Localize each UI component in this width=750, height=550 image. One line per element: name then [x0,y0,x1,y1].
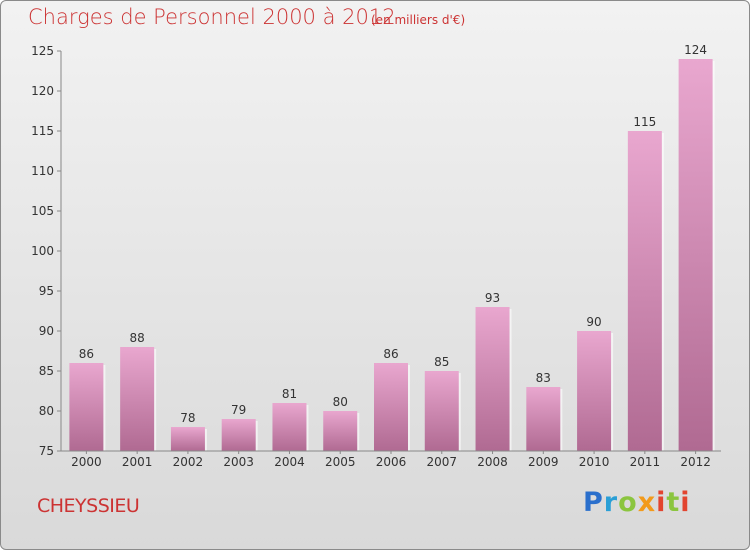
bar [170,427,205,451]
x-tick-label: 2004 [274,455,305,469]
x-tick-label: 2007 [426,455,457,469]
bar-value-label: 115 [633,115,656,129]
chart-title: Charges de Personnel 2000 à 2012 [28,5,396,29]
bar-value-label: 90 [586,315,601,329]
x-tick-label: 2011 [630,455,661,469]
bar [627,131,662,451]
chart-subtitle: (en milliers d'€) [371,13,466,27]
bar-value-label: 86 [383,347,398,361]
y-tick-label: 105 [31,204,54,218]
bar-value-label: 86 [79,347,94,361]
bar [69,363,104,451]
y-tick-label: 80 [39,404,54,418]
x-tick-label: 2005 [325,455,356,469]
bar-value-label: 79 [231,403,246,417]
bar-value-label: 80 [333,395,348,409]
bar [323,411,358,451]
bar-value-label: 93 [485,291,500,305]
x-tick-label: 2009 [528,455,559,469]
x-tick-label: 2003 [223,455,254,469]
x-tick-label: 2008 [477,455,508,469]
bar [120,347,155,451]
y-tick-label: 95 [39,284,54,298]
proxiti-logo[interactable]: Proxiti [583,487,691,518]
bar [577,331,612,451]
y-tick-label: 115 [31,124,54,138]
bar-value-label: 85 [434,355,449,369]
y-tick-label: 110 [31,164,54,178]
bar [374,363,408,451]
bar-value-label: 88 [130,331,145,345]
x-tick-label: 2001 [122,455,153,469]
y-tick-label: 85 [39,364,54,378]
bar-value-label: 83 [536,371,551,385]
bar [424,371,459,451]
x-tick-label: 2002 [173,455,204,469]
bar-value-label: 81 [282,387,297,401]
y-tick-label: 120 [31,84,54,98]
x-tick-label: 2000 [71,455,102,469]
x-tick-label: 2012 [680,455,711,469]
x-tick-label: 2006 [376,455,407,469]
bar [678,59,713,451]
commune-name: CHEYSSIEU [37,495,140,517]
bar-value-label: 124 [684,43,707,57]
y-tick-label: 90 [39,324,54,338]
y-tick-label: 100 [31,244,54,258]
y-tick-label: 125 [31,44,54,58]
bar [475,307,510,451]
x-axis: 2000 2001 2002 2003 2004 2005 2006 2007 2008 2009… [61,450,721,469]
x-tick-label: 2010 [579,455,610,469]
bar-value-label: 78 [180,411,195,425]
bar [272,403,307,451]
bars-group: 86 88 78 79 81 80 86 85 93 83 90 115 124 [69,43,715,451]
y-axis: 75 80 85 90 95 100 105 110 115 120 125 [31,44,62,458]
y-tick-label: 75 [39,444,54,458]
bar [526,387,561,451]
bar [221,419,256,451]
